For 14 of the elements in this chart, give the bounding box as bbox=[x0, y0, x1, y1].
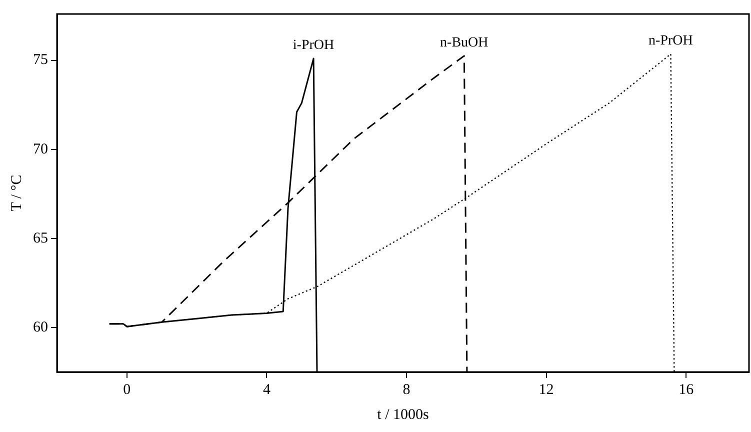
annotation: n-BuOH bbox=[440, 36, 488, 51]
y-tick-label: 70 bbox=[33, 141, 48, 158]
x-tick-label: 12 bbox=[538, 382, 554, 398]
x-tick-label: 4 bbox=[262, 382, 271, 398]
y-tick-label: 65 bbox=[33, 230, 48, 246]
x-tick-label: 16 bbox=[678, 382, 694, 398]
x-tick-label: 0 bbox=[123, 382, 131, 398]
annotation: n-PrOH bbox=[648, 34, 693, 49]
y-tick-label: 60 bbox=[33, 319, 48, 336]
y-tick-label: 75 bbox=[33, 52, 48, 68]
y-axis-title: T / °C bbox=[8, 174, 25, 212]
x-axis-title: t / 1000s bbox=[377, 406, 429, 423]
annotation: i-PrOH bbox=[292, 38, 334, 54]
x-tick-label: 8 bbox=[402, 382, 410, 398]
